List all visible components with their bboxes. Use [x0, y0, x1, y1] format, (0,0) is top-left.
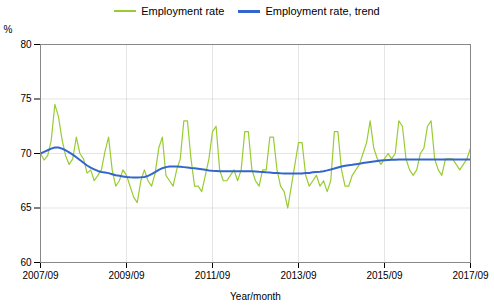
svg-text:70: 70	[20, 148, 32, 159]
svg-text:2013/09: 2013/09	[280, 270, 317, 281]
svg-text:Year/month: Year/month	[230, 291, 281, 302]
svg-text:2015/09: 2015/09	[366, 270, 403, 281]
svg-text:2009/09: 2009/09	[108, 270, 145, 281]
svg-text:2017/09: 2017/09	[452, 270, 489, 281]
svg-text:2007/09: 2007/09	[22, 270, 59, 281]
html-text:Employment rate, trend: Employment rate, trend	[265, 5, 380, 17]
svg-text:2011/09: 2011/09	[195, 270, 231, 281]
svg-text:75: 75	[20, 93, 32, 104]
html-text:Employment rate: Employment rate	[141, 5, 225, 17]
svg-text:60: 60	[20, 257, 32, 268]
svg-text:65: 65	[20, 202, 32, 213]
svg-text:80: 80	[20, 39, 32, 50]
svg-text:%: %	[4, 24, 13, 35]
